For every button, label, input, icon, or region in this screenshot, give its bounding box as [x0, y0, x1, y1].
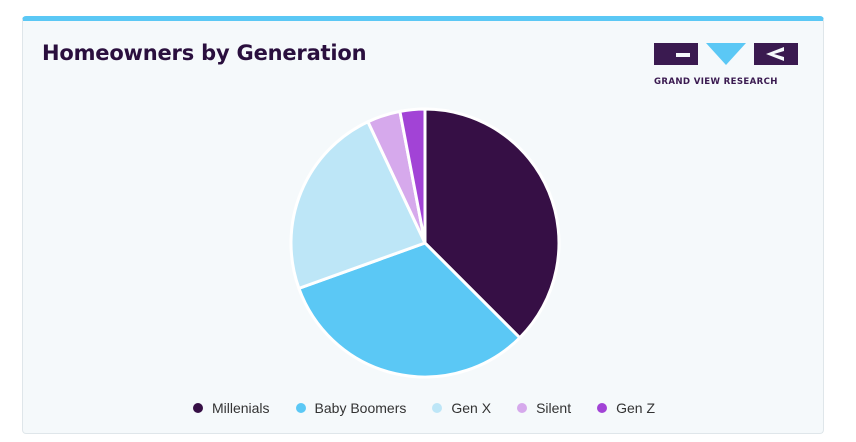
pie-slice-gen-x	[289, 120, 427, 290]
pie-slice-baby-boomers	[297, 241, 522, 379]
legend-swatch-icon	[597, 403, 608, 413]
logo-text: GRAND VIEW RESEARCH	[654, 77, 778, 87]
legend-swatch-icon	[432, 403, 443, 413]
chart-title: Homeowners by Generation	[42, 41, 367, 65]
chart-card: Homeowners by Generation GRAND VIEW RESE…	[22, 16, 824, 434]
legend-swatch-icon	[192, 403, 203, 413]
legend-item-gen-x: Gen X	[432, 400, 491, 416]
legend-item-baby-boomers: Baby Boomers	[295, 400, 407, 416]
pie-slice-millenials	[423, 107, 561, 340]
legend-label: Baby Boomers	[314, 400, 407, 416]
legend-label: Silent	[536, 400, 572, 416]
logo-mark-icon	[654, 43, 798, 65]
legend-label: Millenials	[211, 400, 270, 416]
legend-swatch-icon	[517, 403, 528, 413]
pie-slice-gen-z	[398, 107, 427, 245]
legend-swatch-icon	[295, 403, 306, 413]
pie-chart	[289, 107, 561, 379]
chart-legend: Millenials Baby Boomers Gen X Silent Gen Z	[23, 400, 825, 416]
grand-view-research-logo: GRAND VIEW RESEARCH	[654, 43, 804, 91]
legend-item-silent: Silent	[517, 400, 571, 416]
legend-item-millenials: Millenials	[192, 400, 270, 416]
legend-label: Gen X	[451, 400, 492, 416]
legend-item-gen-z: Gen Z	[597, 400, 655, 416]
legend-label: Gen Z	[616, 400, 656, 416]
